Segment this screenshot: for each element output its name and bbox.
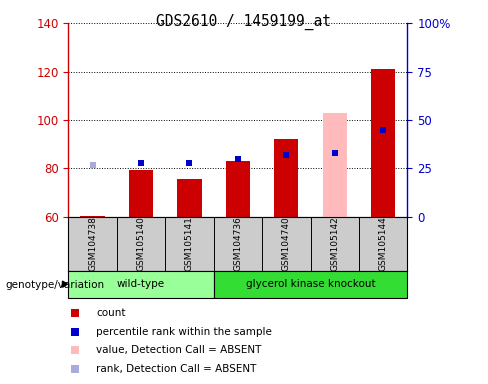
Bar	[226, 161, 250, 217]
Bar	[129, 170, 153, 217]
Text: value, Detection Call = ABSENT: value, Detection Call = ABSENT	[96, 345, 262, 355]
Bar	[68, 271, 214, 298]
Text: GSM105141: GSM105141	[185, 217, 194, 271]
Bar	[214, 271, 407, 298]
Text: GSM104740: GSM104740	[282, 217, 291, 271]
Text: rank, Detection Call = ABSENT: rank, Detection Call = ABSENT	[96, 364, 257, 374]
Text: wild-type: wild-type	[117, 279, 165, 289]
Bar	[177, 179, 202, 217]
Text: GSM105144: GSM105144	[379, 217, 388, 271]
Text: percentile rank within the sample: percentile rank within the sample	[96, 326, 272, 337]
Text: GSM105140: GSM105140	[137, 217, 145, 271]
Text: count: count	[96, 308, 126, 318]
Bar	[81, 216, 104, 217]
Text: GSM104738: GSM104738	[88, 217, 97, 271]
Text: genotype/variation: genotype/variation	[5, 280, 104, 290]
Text: glycerol kinase knockout: glycerol kinase knockout	[246, 279, 375, 289]
Text: GSM104736: GSM104736	[233, 217, 243, 271]
Text: GSM105142: GSM105142	[330, 217, 339, 271]
Bar	[323, 113, 347, 217]
Bar	[274, 139, 299, 217]
Text: GDS2610 / 1459199_at: GDS2610 / 1459199_at	[157, 13, 331, 30]
Polygon shape	[62, 281, 67, 287]
Bar	[371, 69, 395, 217]
